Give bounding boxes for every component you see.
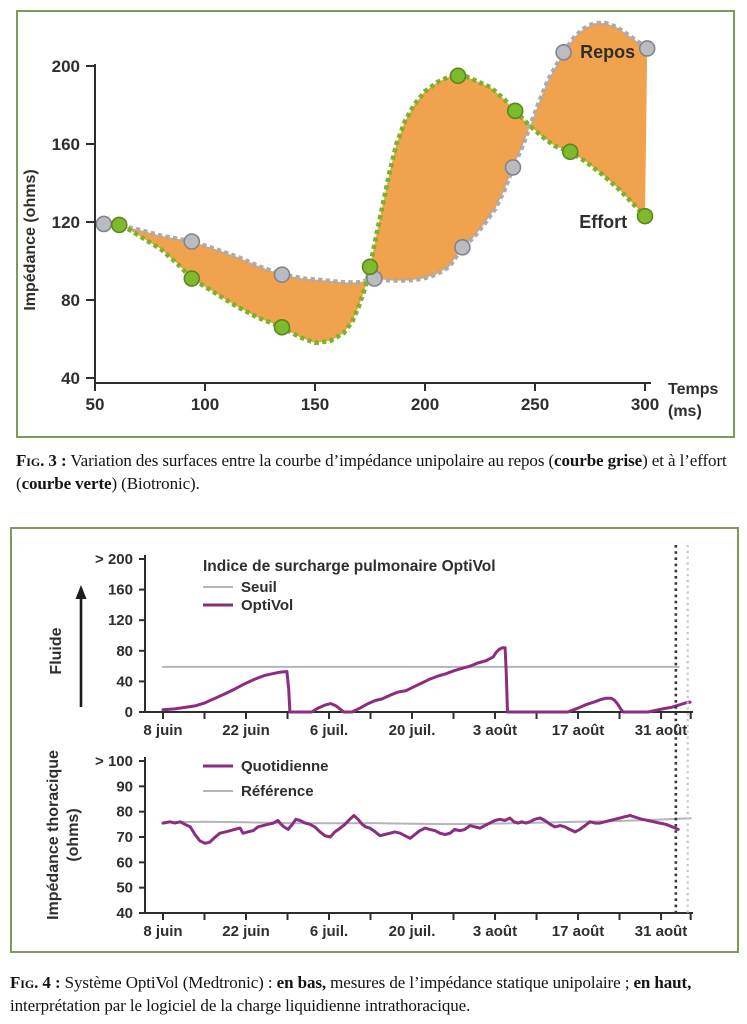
impedance-side-label: (ohms) [65,808,82,861]
fig4-caption: Fig. 4 : Système OptiVol (Medtronic) : e… [10,971,740,1018]
y-tick-label: 80 [116,643,133,660]
repos-marker [638,40,656,57]
y-tick-label: 40 [61,369,80,388]
fig3-caption-bold-grise: courbe grise [554,451,643,470]
fig4-caption-label: Fig. 4 : [10,973,61,992]
y-axis-label: Impédance (ohms) [22,169,39,310]
fig3-caption: Fig. 3 : Variation des surfaces entre la… [16,449,732,496]
x-tick-label: 100 [191,395,219,414]
effort-marker [273,318,291,336]
effort-curve [120,73,647,346]
effort-marker [361,258,379,276]
y-tick-label: 80 [116,804,133,821]
legend-label: Quotidienne [241,758,329,775]
curve-quotidienne [161,814,680,845]
y-tick-label: 90 [116,778,133,795]
y-tick-label: 0 [125,704,133,721]
area-fill [101,23,648,343]
x-tick-label: 22 juin [222,923,270,940]
legend-label: Seuil [241,579,277,596]
x-tick-label: 250 [521,395,549,414]
y-tick-label: 60 [116,854,133,871]
repos-marker [504,159,522,176]
repos-marker [95,215,113,233]
x-tick-label: 6 juil. [310,722,348,739]
x-tick-label: 17 août [552,722,605,739]
fluide-label: Fluide [48,627,65,674]
y-tick-label: 160 [108,582,133,599]
repos-curve [105,20,649,285]
effort-marker [636,207,654,225]
legend-label: OptiVol [241,597,293,614]
y-tick-label: 160 [52,135,80,154]
repos-marker [273,266,291,283]
x-tick-label: 8 juin [143,923,182,940]
effort-marker [449,67,467,85]
fig3-caption-text: ) (Biotronic). [111,474,200,494]
x-tick-label: 22 juin [222,722,270,739]
effort-marker [506,102,524,120]
x-axis-label: Temps [668,381,718,398]
x-tick-label: 20 juil. [389,722,436,739]
x-tick-label: 6 juil. [310,923,348,940]
curve-optivol [161,646,692,714]
fig4-top-title: Indice de surcharge pulmonaire OptiVol [203,558,496,575]
fig4-caption-bold-enbas: en bas, [276,973,327,992]
effort-marker [183,270,201,287]
repos-marker [555,44,572,61]
y-tick-label: > 100 [95,753,133,770]
y-tick-label: 50 [116,880,133,897]
y-tick-label: 80 [61,291,80,310]
x-tick-label: 300 [631,395,659,414]
x-tick-label: 17 août [552,923,605,940]
repos-marker [454,239,471,256]
fig4-caption-text: interprétation par le logiciel de la cha… [10,996,471,1016]
repos-marker [183,233,201,250]
effort-marker [561,143,579,161]
x-tick-label: 31 août [635,722,688,739]
fig4-chart-panel: 8 juin 22 juin 6 juil. 20 juil. 3 août 17 aoû… [10,527,739,953]
effort-marker [110,216,128,234]
x-tick-label: 20 juil. [389,923,436,940]
y-tick-label: 40 [116,905,133,922]
fig3-caption-text: Variation des surfaces entre la courbe d… [66,451,555,470]
y-tick-label: 120 [108,612,133,629]
x-tick-label: 31 août [635,923,688,940]
fig4-caption-bold-enhaut: en haut, [633,973,692,992]
x-tick-label: 3 août [473,722,517,739]
x-tick-label: 50 [86,395,105,414]
fig3-caption-bold-verte: courbe verte [21,474,112,494]
annotation-effort: Effort [579,212,627,232]
y-tick-label: > 200 [95,551,133,568]
y-tick-label: 40 [116,673,133,690]
fig3-caption-label: Fig. 3 : [16,451,67,470]
y-tick-label: 200 [52,57,80,76]
x-tick-label: 8 juin [143,722,182,739]
y-tick-label: 70 [116,829,133,846]
fig3-impedance-chart: 40 80 120 160 200 50 100 150 200 250 300 Temps (ms) I… [22,20,718,420]
legend-label: Référence [241,783,314,800]
up-arrow-head-icon [75,585,87,599]
fig3-chart-panel: 40 80 120 160 200 50 100 150 200 250 300 Temps (ms) I… [16,10,735,438]
fig4-caption-text: mesures de l’impédance statique unipolai… [326,973,634,992]
x-tick-label: 150 [301,395,329,414]
fig4-optivol-chart: 8 juin 22 juin 6 juil. 20 juil. 3 août 17 aoû… [45,545,693,940]
x-axis-label: (ms) [668,403,702,420]
y-tick-label: 120 [52,213,80,232]
x-tick-label: 3 août [473,923,517,940]
x-tick-label: 200 [411,395,439,414]
annotation-repos: Repos [580,42,635,62]
fig3-caption-text: ) et à l’effort ( [16,451,727,494]
fig4-caption-text: Système OptiVol (Medtronic) : [60,973,277,992]
impedance-side-label: Impédance thoracique [45,750,62,920]
